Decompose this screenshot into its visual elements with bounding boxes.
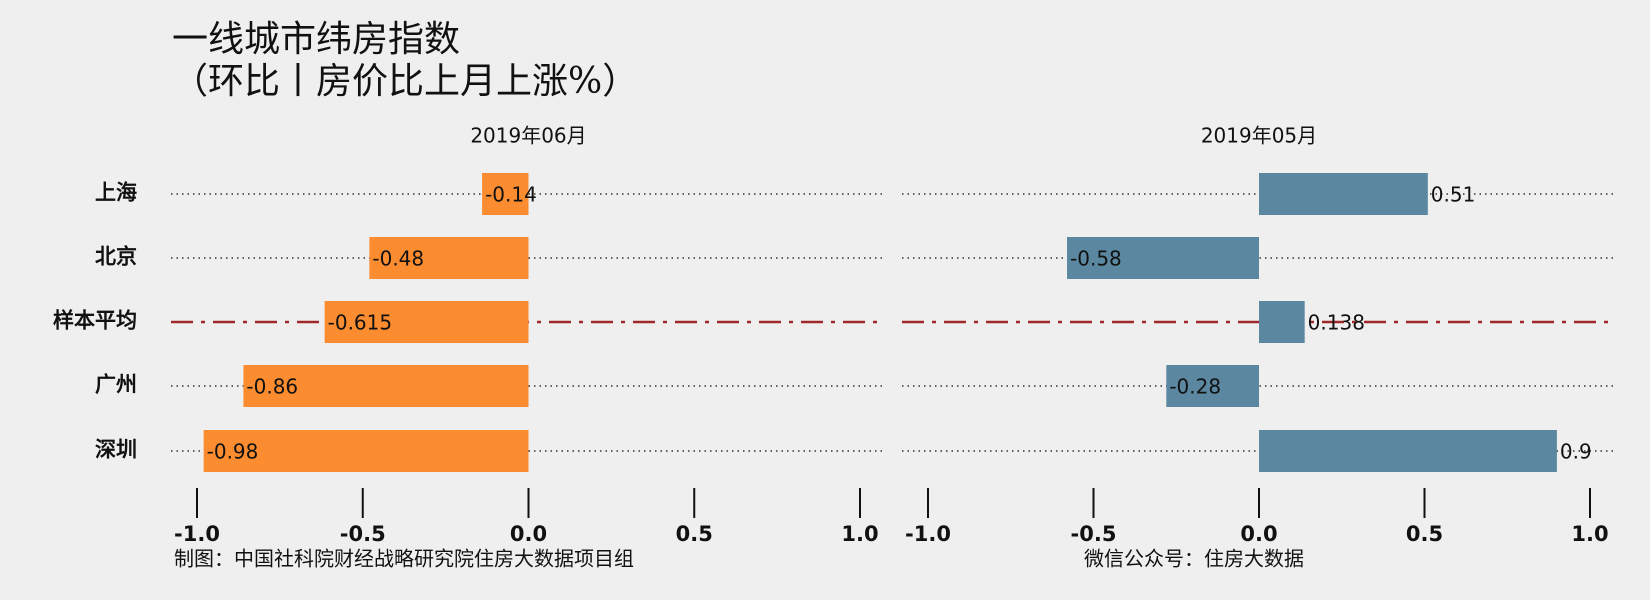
chart-title: 一线城市纬房指数 bbox=[172, 19, 460, 60]
bar bbox=[1259, 430, 1557, 472]
data-label: 0.138 bbox=[1308, 311, 1365, 335]
x-tick-label: 0.0 bbox=[1240, 522, 1277, 546]
x-tick-label: -1.0 bbox=[905, 522, 951, 546]
bar bbox=[1067, 237, 1259, 279]
panel-title: 2019年06月 bbox=[470, 124, 586, 148]
chart-title: （环比丨房价比上月上涨%） bbox=[172, 61, 638, 102]
bar bbox=[482, 173, 529, 215]
data-label: -0.58 bbox=[1070, 247, 1122, 271]
data-label: 0.51 bbox=[1431, 183, 1476, 207]
y-tick-label: 广州 bbox=[95, 372, 137, 397]
y-tick-label: 上海 bbox=[95, 180, 137, 205]
data-label: -0.28 bbox=[1169, 375, 1221, 399]
x-tick-label: 1.0 bbox=[841, 522, 878, 546]
data-label: -0.14 bbox=[485, 183, 537, 207]
x-tick-label: 0.5 bbox=[676, 522, 713, 546]
data-label: 0.9 bbox=[1560, 440, 1592, 464]
x-tick-label: -1.0 bbox=[174, 522, 220, 546]
x-tick-label: 0.0 bbox=[510, 522, 547, 546]
x-tick-label: 0.5 bbox=[1406, 522, 1443, 546]
bar bbox=[369, 237, 529, 279]
bar bbox=[1166, 365, 1259, 407]
caption: 制图：中国社科院财经战略研究院住房大数据项目组 bbox=[174, 547, 634, 571]
data-label: -0.48 bbox=[372, 247, 424, 271]
panel-title: 2019年05月 bbox=[1201, 124, 1317, 148]
y-tick-label: 北京 bbox=[95, 244, 137, 269]
bar bbox=[243, 365, 529, 407]
bar bbox=[1259, 173, 1428, 215]
x-tick-label: 1.0 bbox=[1571, 522, 1608, 546]
bar bbox=[324, 301, 529, 343]
x-tick-label: -0.5 bbox=[340, 522, 386, 546]
data-label: -0.86 bbox=[246, 375, 298, 399]
y-tick-label: 样本平均 bbox=[53, 308, 137, 333]
y-tick-label: 深圳 bbox=[95, 437, 137, 462]
bar bbox=[203, 430, 529, 472]
data-label: -0.98 bbox=[207, 440, 259, 464]
data-label: -0.615 bbox=[328, 311, 392, 335]
bar bbox=[1259, 301, 1305, 343]
x-tick-label: -0.5 bbox=[1071, 522, 1117, 546]
caption: 微信公众号：住房大数据 bbox=[1084, 547, 1304, 571]
